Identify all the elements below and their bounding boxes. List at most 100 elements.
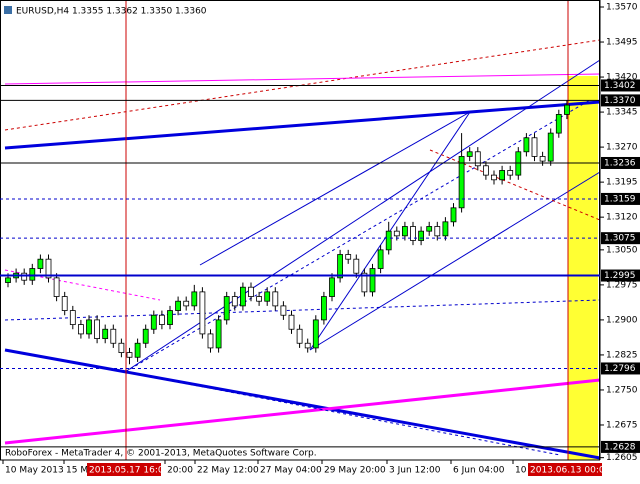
candle-body [304, 342, 311, 349]
y-tick-label: 1.2975 [606, 280, 638, 290]
vline-label: 2013.05.17 16:00 [89, 466, 170, 476]
candle-body [21, 272, 28, 281]
candle-body [78, 324, 84, 335]
x-tick-label: 6 Jun 04:00 [453, 466, 505, 476]
candle-body [256, 296, 263, 302]
x-tick-label: 27 May 04:00 [260, 466, 322, 476]
candle-body [199, 291, 206, 335]
candle-body [239, 286, 246, 307]
candle-body [353, 258, 360, 274]
y-tick-label: 1.2675 [606, 420, 638, 430]
candle-body [231, 296, 238, 307]
level-label: 1.2796 [604, 364, 636, 374]
x-tick-label: 10 [515, 466, 527, 476]
level-label: 1.2995 [604, 271, 636, 281]
candle-body [410, 226, 416, 241]
candle-body [491, 174, 497, 181]
level-label: 1.3370 [604, 96, 636, 106]
trendline [4, 100, 601, 150]
trendline [4, 73, 601, 85]
y-tick-label: 1.3050 [606, 245, 638, 255]
candles [5, 100, 570, 365]
forecast-zone [568, 76, 598, 460]
candle-body [329, 277, 335, 297]
level-label-box [601, 232, 640, 245]
symbol-icon [4, 6, 12, 14]
x-tick-label: 29 May 20:00 [324, 466, 386, 476]
level-label: 1.3159 [604, 194, 636, 204]
candle-body [345, 254, 352, 260]
candle-body [264, 291, 271, 302]
candle-body [547, 132, 554, 162]
candle-body [134, 342, 141, 358]
level-label-box [601, 156, 640, 169]
candle-body [442, 221, 449, 237]
candle-body [393, 230, 400, 237]
candle-body [377, 249, 384, 269]
y-tick-label: 1.3270 [606, 143, 638, 153]
candle-body [385, 230, 392, 251]
level-label: 1.3236 [604, 158, 636, 168]
candle-body [418, 230, 425, 241]
y-tick-label: 1.3420 [606, 73, 638, 83]
candle-body [69, 310, 76, 325]
candle-body [126, 352, 133, 358]
x-tick-label: 22 May 12:00 [197, 466, 259, 476]
y-tick-label: 1.2750 [606, 385, 638, 395]
plot-frame [0, 0, 600, 461]
y-tick-label: 1.2605 [606, 453, 638, 463]
candle-body [450, 207, 457, 223]
candle-body [94, 319, 100, 339]
candle-body [215, 319, 222, 349]
candle-body [223, 296, 230, 321]
candle-body [158, 314, 165, 325]
candle-body [118, 342, 125, 353]
candle-body [401, 226, 408, 237]
candle-body [426, 226, 433, 232]
chart-title: EURUSD,H4 1.3355 1.3362 1.3350 1.3360 [16, 7, 207, 17]
candle-body [458, 156, 465, 209]
candle-body [523, 137, 530, 153]
trendline [4, 378, 601, 445]
candle-body [167, 310, 173, 325]
candle-body [175, 300, 182, 311]
candle-body [45, 258, 52, 279]
y-tick-label: 1.3345 [606, 108, 638, 118]
candle-body [434, 226, 441, 237]
candle-body [150, 314, 157, 330]
candle-body [102, 328, 109, 339]
y-tick-label: 1.2900 [606, 315, 638, 325]
candle-body [466, 151, 473, 157]
candle-body [320, 296, 327, 321]
candle-body [86, 319, 92, 335]
level-label-box [601, 192, 640, 205]
candle-body [29, 268, 36, 281]
x-tick-label: 20:00 [167, 466, 193, 476]
level-label-box [601, 94, 640, 107]
candle-body [296, 328, 303, 344]
candle-body [482, 165, 489, 176]
y-tick-label: 1.3120 [606, 213, 638, 223]
candle-body [191, 291, 198, 307]
candle-body [312, 319, 319, 349]
y-tick-label: 1.3495 [606, 38, 638, 48]
trendline [309, 171, 601, 351]
candle-body [361, 272, 368, 293]
trendline [429, 149, 601, 221]
candle-body [207, 333, 214, 349]
candle-body [539, 156, 546, 162]
y-tick-label: 1.3570 [606, 3, 638, 13]
candle-body [61, 296, 68, 311]
level-label-box [601, 440, 640, 453]
candle-body [337, 254, 344, 279]
candle-body [183, 300, 190, 307]
candle-body [507, 170, 514, 176]
candle-body [37, 258, 44, 269]
candle-body [248, 286, 254, 297]
candle-body [280, 305, 287, 316]
vline-label-box [528, 463, 602, 476]
candle-body [499, 170, 506, 181]
vline-label-box [87, 463, 161, 476]
candle-body [5, 277, 11, 283]
